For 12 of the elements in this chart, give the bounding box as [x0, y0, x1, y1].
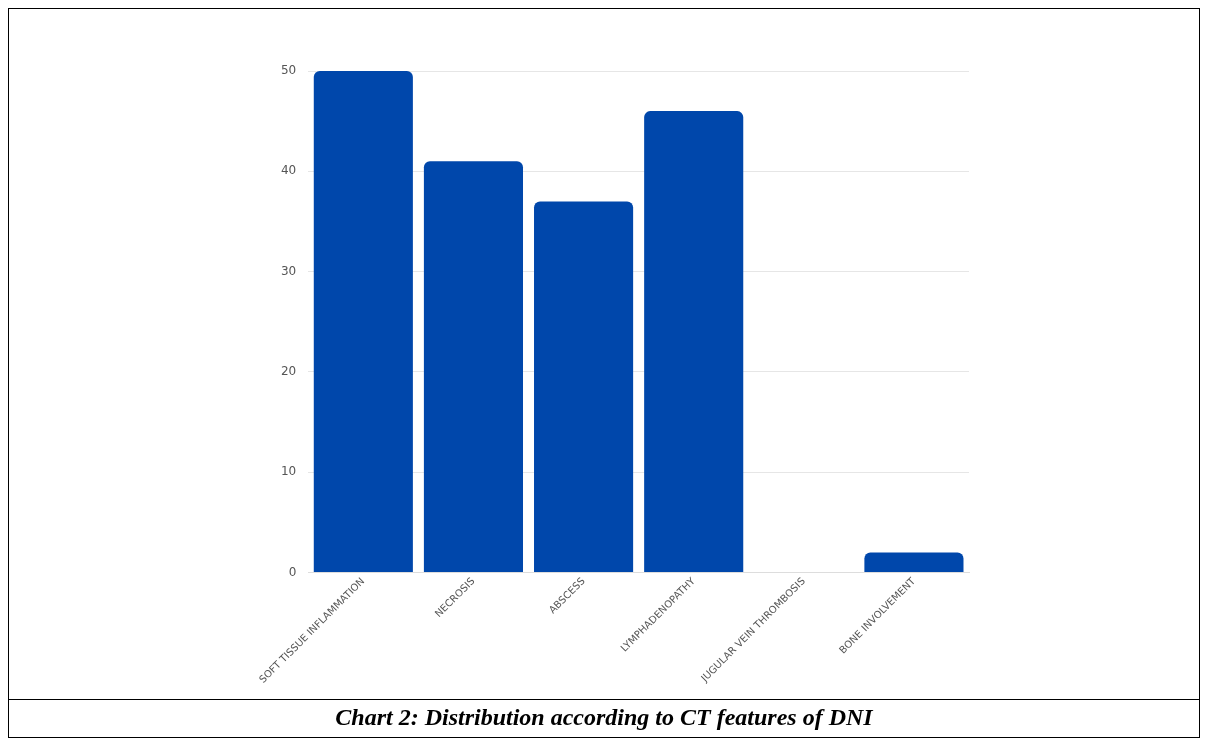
text: Chart 2: Distribution according to CT features of DNI [9, 699, 1199, 737]
bar [423, 161, 524, 573]
bar [864, 552, 964, 573]
bar [313, 71, 413, 573]
y-tick-label: 0 [288, 564, 297, 579]
y-tick-label: 40 [280, 163, 297, 178]
y-tick-label: 10 [280, 464, 297, 479]
bar [644, 111, 744, 573]
y-tick-label: 30 [280, 263, 297, 278]
bar [534, 201, 634, 573]
y-tick-label: 50 [280, 63, 297, 78]
y-tick-label: 20 [280, 364, 297, 379]
